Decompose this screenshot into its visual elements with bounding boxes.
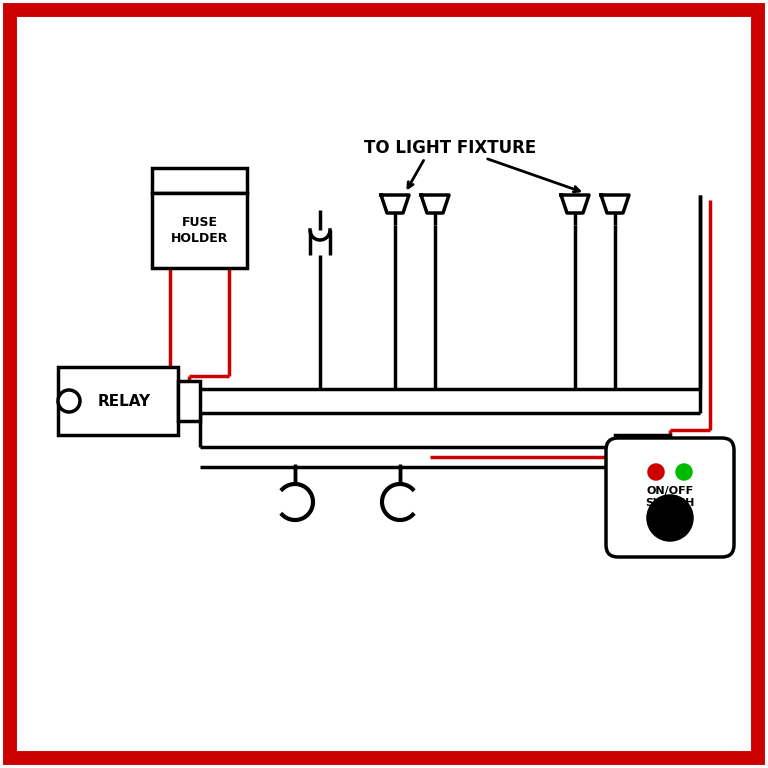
- Circle shape: [677, 465, 691, 479]
- Circle shape: [58, 390, 80, 412]
- Text: ON/OFF
SWITCH: ON/OFF SWITCH: [645, 486, 695, 508]
- Text: RELAY: RELAY: [98, 393, 151, 409]
- FancyBboxPatch shape: [606, 438, 734, 557]
- Bar: [152, 168, 247, 193]
- Bar: [178, 381, 200, 421]
- Bar: [58, 367, 178, 435]
- Bar: [152, 193, 247, 268]
- Text: FUSE
HOLDER: FUSE HOLDER: [170, 217, 228, 244]
- Circle shape: [648, 496, 692, 540]
- Bar: [615, 435, 670, 491]
- Circle shape: [649, 465, 663, 479]
- Text: TO LIGHT FIXTURE: TO LIGHT FIXTURE: [364, 139, 536, 157]
